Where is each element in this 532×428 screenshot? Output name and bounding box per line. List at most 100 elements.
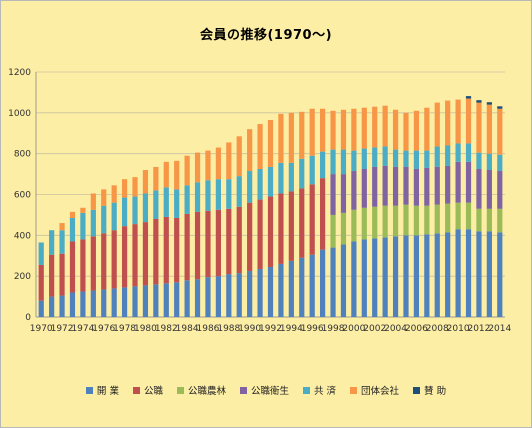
x-tick-label: 1974 xyxy=(71,324,94,334)
bar-segment xyxy=(465,161,472,203)
x-tick-label: 2008 xyxy=(426,324,449,334)
bar-segment xyxy=(288,191,294,261)
bar-segment xyxy=(497,171,503,209)
bar-segment xyxy=(476,100,482,103)
bar-segment xyxy=(257,124,263,169)
bar-segment xyxy=(59,253,65,296)
bar-segment xyxy=(215,209,221,277)
bar-segment xyxy=(372,238,378,317)
bar-segment xyxy=(392,149,399,167)
bar-segment xyxy=(424,167,430,206)
bar-segment xyxy=(236,136,242,177)
bar-segment xyxy=(320,249,326,317)
x-tick-label: 1970 xyxy=(30,324,53,334)
bar-segment xyxy=(330,149,336,175)
bar-segment xyxy=(174,282,180,317)
bar-segment xyxy=(59,223,65,231)
bar-segment xyxy=(49,296,55,317)
bar-segment xyxy=(184,155,190,186)
x-tick-label: 1986 xyxy=(197,324,220,334)
legend: 開 業 公職 公職農林 公職衛生 共 済 団体会社 賛 助 xyxy=(0,383,532,397)
bar-segment xyxy=(424,150,430,168)
bar-segment xyxy=(486,153,492,170)
bar-segment xyxy=(413,205,420,236)
bar-segment xyxy=(69,292,76,317)
bar-segment xyxy=(205,210,211,278)
chart-title: 会員の推移(1970〜) xyxy=(199,28,333,43)
bar-segment xyxy=(486,231,492,317)
bar-segment xyxy=(486,102,492,105)
bar-segment xyxy=(257,269,263,317)
bar-segment xyxy=(184,280,190,317)
x-tick-label: 1972 xyxy=(51,324,74,334)
bar-segment xyxy=(121,197,128,227)
x-tick-label: 1998 xyxy=(322,324,345,334)
bar-segment xyxy=(299,257,305,317)
bar-segment xyxy=(403,166,409,205)
bar-segment xyxy=(153,190,159,219)
bar-segment xyxy=(424,234,430,317)
legend-label: 団体会社 xyxy=(361,386,400,397)
bar-segment xyxy=(90,209,96,237)
legend-item: 公職農林 xyxy=(176,383,226,397)
bar-segment xyxy=(403,204,409,236)
bar-segment xyxy=(392,205,399,237)
bar-segment xyxy=(247,171,253,203)
bar-segment xyxy=(361,168,367,208)
legend-swatch xyxy=(350,386,358,394)
bar-segment xyxy=(153,284,159,317)
bar-segment xyxy=(372,106,378,148)
bar-segment xyxy=(434,233,440,317)
bar-segment xyxy=(90,290,96,317)
bar-segment xyxy=(80,212,86,240)
bar-segment xyxy=(247,202,253,272)
bar-segment xyxy=(434,102,440,147)
x-tick-label: 2002 xyxy=(363,324,386,334)
bar-segment xyxy=(69,211,76,218)
bar-segment xyxy=(257,168,263,200)
bar-segment xyxy=(434,204,440,234)
bar-segment xyxy=(351,171,357,210)
legend-item: 団体会社 xyxy=(350,383,399,397)
bar-segment xyxy=(299,111,305,159)
bar-segment xyxy=(132,196,138,225)
x-tick-label: 2000 xyxy=(342,324,365,334)
bar-segment xyxy=(142,285,149,317)
bar-segment xyxy=(80,207,86,213)
bar-segment xyxy=(424,107,430,151)
bar-segment xyxy=(361,207,367,240)
bar-segment xyxy=(309,108,315,156)
bar-segment xyxy=(361,107,367,149)
bar-segment xyxy=(309,254,315,317)
bar-segment xyxy=(486,208,492,232)
bar-segment xyxy=(49,254,55,297)
bar-segment xyxy=(465,96,472,99)
x-tick-label: 1982 xyxy=(155,324,178,334)
bar-segment xyxy=(205,150,211,181)
bar-segment xyxy=(351,209,357,242)
bar-segment xyxy=(455,99,461,144)
bar-segment xyxy=(278,193,284,264)
bar-segment xyxy=(205,277,211,317)
bar-segment xyxy=(361,148,367,169)
bar-segment xyxy=(476,152,482,169)
bar-segment xyxy=(372,206,378,239)
x-tick-label: 1984 xyxy=(176,324,199,334)
bar-segment xyxy=(142,193,149,223)
bar-segment xyxy=(351,150,357,172)
x-tick-label: 2010 xyxy=(447,324,470,334)
bar-segment xyxy=(194,152,201,183)
x-axis-ticks: 1970197219741976197819801982198419861988… xyxy=(30,324,512,334)
bar-segment xyxy=(445,145,451,166)
bar-segment xyxy=(194,182,201,212)
bar-segment xyxy=(351,108,357,151)
x-tick-label: 1992 xyxy=(259,324,282,334)
bar-segment xyxy=(340,212,347,245)
bar-segment xyxy=(59,295,65,317)
y-axis-ticks: 0 200 400 600 800 1000 1200 xyxy=(8,68,31,323)
bar-segment xyxy=(111,185,117,203)
bar-segment xyxy=(497,232,503,317)
legend-item: 共 済 xyxy=(303,383,336,397)
bar-segment xyxy=(226,179,232,209)
